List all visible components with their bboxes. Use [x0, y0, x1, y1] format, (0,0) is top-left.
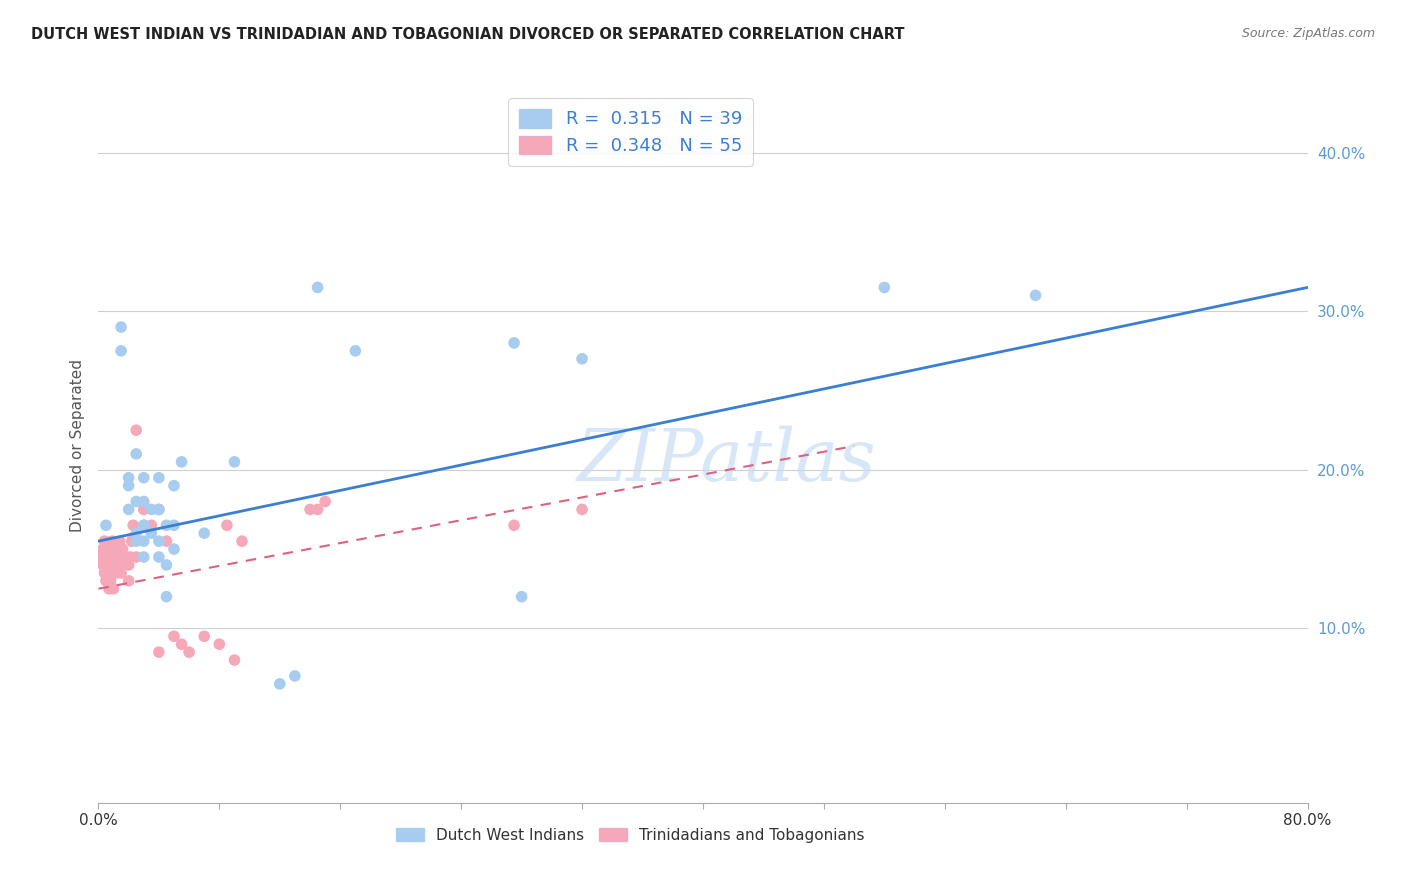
Point	[314, 494, 336, 508]
Y-axis label: Divorced or Separated: Divorced or Separated	[69, 359, 84, 533]
Point	[141, 502, 163, 516]
Point	[132, 518, 155, 533]
Point	[114, 549, 136, 564]
Point	[163, 478, 186, 492]
Point	[125, 423, 148, 437]
Point	[132, 534, 155, 549]
Point	[94, 574, 117, 588]
Point	[132, 518, 155, 533]
Point	[224, 455, 246, 469]
Point	[1024, 288, 1046, 302]
Point	[105, 566, 128, 580]
Text: Source: ZipAtlas.com: Source: ZipAtlas.com	[1241, 27, 1375, 40]
Point	[148, 534, 170, 549]
Point	[269, 677, 291, 691]
Point	[90, 549, 112, 564]
Point	[125, 494, 148, 508]
Point	[103, 582, 125, 596]
Point	[224, 653, 246, 667]
Point	[122, 518, 145, 533]
Point	[155, 518, 177, 533]
Point	[103, 542, 125, 557]
Point	[96, 566, 118, 580]
Point	[193, 629, 215, 643]
Point	[155, 558, 177, 572]
Point	[111, 542, 134, 557]
Point	[107, 549, 129, 564]
Point	[118, 478, 141, 492]
Point	[107, 542, 129, 557]
Point	[94, 542, 117, 557]
Point	[118, 574, 141, 588]
Point	[125, 526, 148, 541]
Point	[132, 502, 155, 516]
Point	[118, 558, 141, 572]
Text: ZIPatlas: ZIPatlas	[578, 425, 877, 496]
Point	[108, 558, 131, 572]
Point	[231, 534, 253, 549]
Point	[307, 502, 329, 516]
Point	[141, 518, 163, 533]
Point	[132, 471, 155, 485]
Point	[148, 645, 170, 659]
Point	[571, 351, 593, 366]
Point	[96, 549, 118, 564]
Legend: Dutch West Indians, Trinidadians and Tobagonians: Dutch West Indians, Trinidadians and Tob…	[391, 822, 870, 848]
Point	[108, 534, 131, 549]
Point	[110, 566, 132, 580]
Point	[101, 534, 124, 549]
Point	[148, 502, 170, 516]
Point	[155, 534, 177, 549]
Point	[91, 558, 114, 572]
Point	[100, 549, 122, 564]
Point	[125, 447, 148, 461]
Point	[208, 637, 231, 651]
Point	[110, 343, 132, 358]
Point	[299, 502, 322, 516]
Point	[110, 320, 132, 334]
Point	[132, 549, 155, 564]
Point	[148, 502, 170, 516]
Point	[503, 518, 526, 533]
Point	[104, 542, 127, 557]
Point	[179, 645, 201, 659]
Point	[100, 574, 122, 588]
Point	[111, 558, 134, 572]
Point	[571, 502, 593, 516]
Point	[503, 335, 526, 350]
Point	[104, 558, 127, 572]
Point	[170, 637, 193, 651]
Point	[93, 534, 115, 549]
Point	[103, 566, 125, 580]
Point	[132, 494, 155, 508]
Point	[284, 669, 307, 683]
Point	[98, 582, 121, 596]
Point	[148, 471, 170, 485]
Point	[344, 343, 367, 358]
Point	[94, 518, 117, 533]
Point	[118, 502, 141, 516]
Point	[873, 280, 896, 294]
Point	[91, 542, 114, 557]
Point	[94, 558, 117, 572]
Point	[307, 280, 329, 294]
Point	[510, 590, 533, 604]
Point	[141, 526, 163, 541]
Point	[120, 549, 142, 564]
Point	[98, 558, 121, 572]
Text: DUTCH WEST INDIAN VS TRINIDADIAN AND TOBAGONIAN DIVORCED OR SEPARATED CORRELATIO: DUTCH WEST INDIAN VS TRINIDADIAN AND TOB…	[31, 27, 904, 42]
Point	[215, 518, 238, 533]
Point	[148, 549, 170, 564]
Point	[118, 471, 141, 485]
Point	[93, 566, 115, 580]
Point	[163, 518, 186, 533]
Point	[170, 455, 193, 469]
Point	[125, 534, 148, 549]
Point	[193, 526, 215, 541]
Point	[163, 629, 186, 643]
Point	[163, 542, 186, 557]
Point	[155, 590, 177, 604]
Point	[125, 549, 148, 564]
Point	[121, 534, 143, 549]
